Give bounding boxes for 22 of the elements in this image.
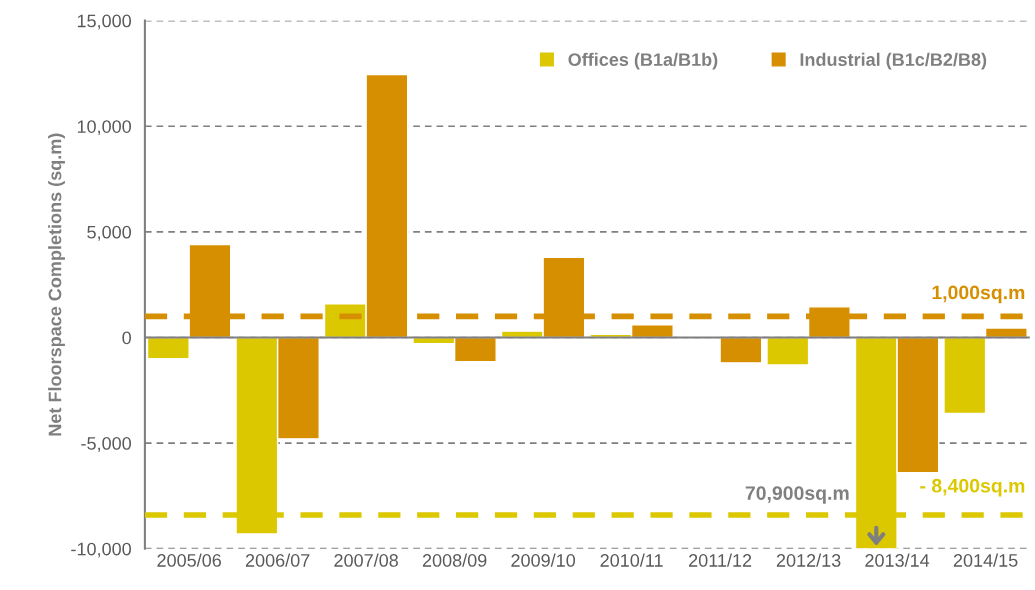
x-tick-label: 2008/09: [422, 553, 487, 567]
x-tick-label: 2011/12: [689, 553, 752, 567]
ref-line-label: - 8,400sq.m: [920, 478, 1025, 497]
x-tick-label: 2006/07: [245, 553, 310, 567]
x-tick-label: 2005/06: [157, 553, 221, 567]
y-tick-label: -10,000: [71, 542, 132, 558]
x-tick-label: 2012/13: [776, 553, 841, 567]
annotation: 70,900sq.m: [745, 486, 849, 504]
ref-line-label: 1,000sq.m: [932, 285, 1025, 304]
x-tick-label: 2007/08: [334, 553, 398, 567]
y-axis-title: Net Floorspace Completions (sq.m): [48, 133, 65, 436]
y-tick-label: 0: [122, 331, 131, 345]
y-tick-label: -5,000: [81, 437, 131, 452]
x-tick-label: 2009/10: [511, 553, 576, 567]
x-tick-label: 2010/11: [600, 553, 663, 567]
legend-label: Offices (B1a/B1b): [568, 52, 718, 70]
x-tick-label: 2014/15: [953, 553, 1018, 567]
legend-label: Industrial (B1c/B2/B8): [800, 52, 987, 70]
y-tick-label: 5,000: [87, 225, 131, 241]
y-tick-label: 10,000: [77, 120, 131, 136]
y-tick-label: 15,000: [77, 14, 131, 30]
x-tick-label: 2013/14: [865, 553, 930, 567]
